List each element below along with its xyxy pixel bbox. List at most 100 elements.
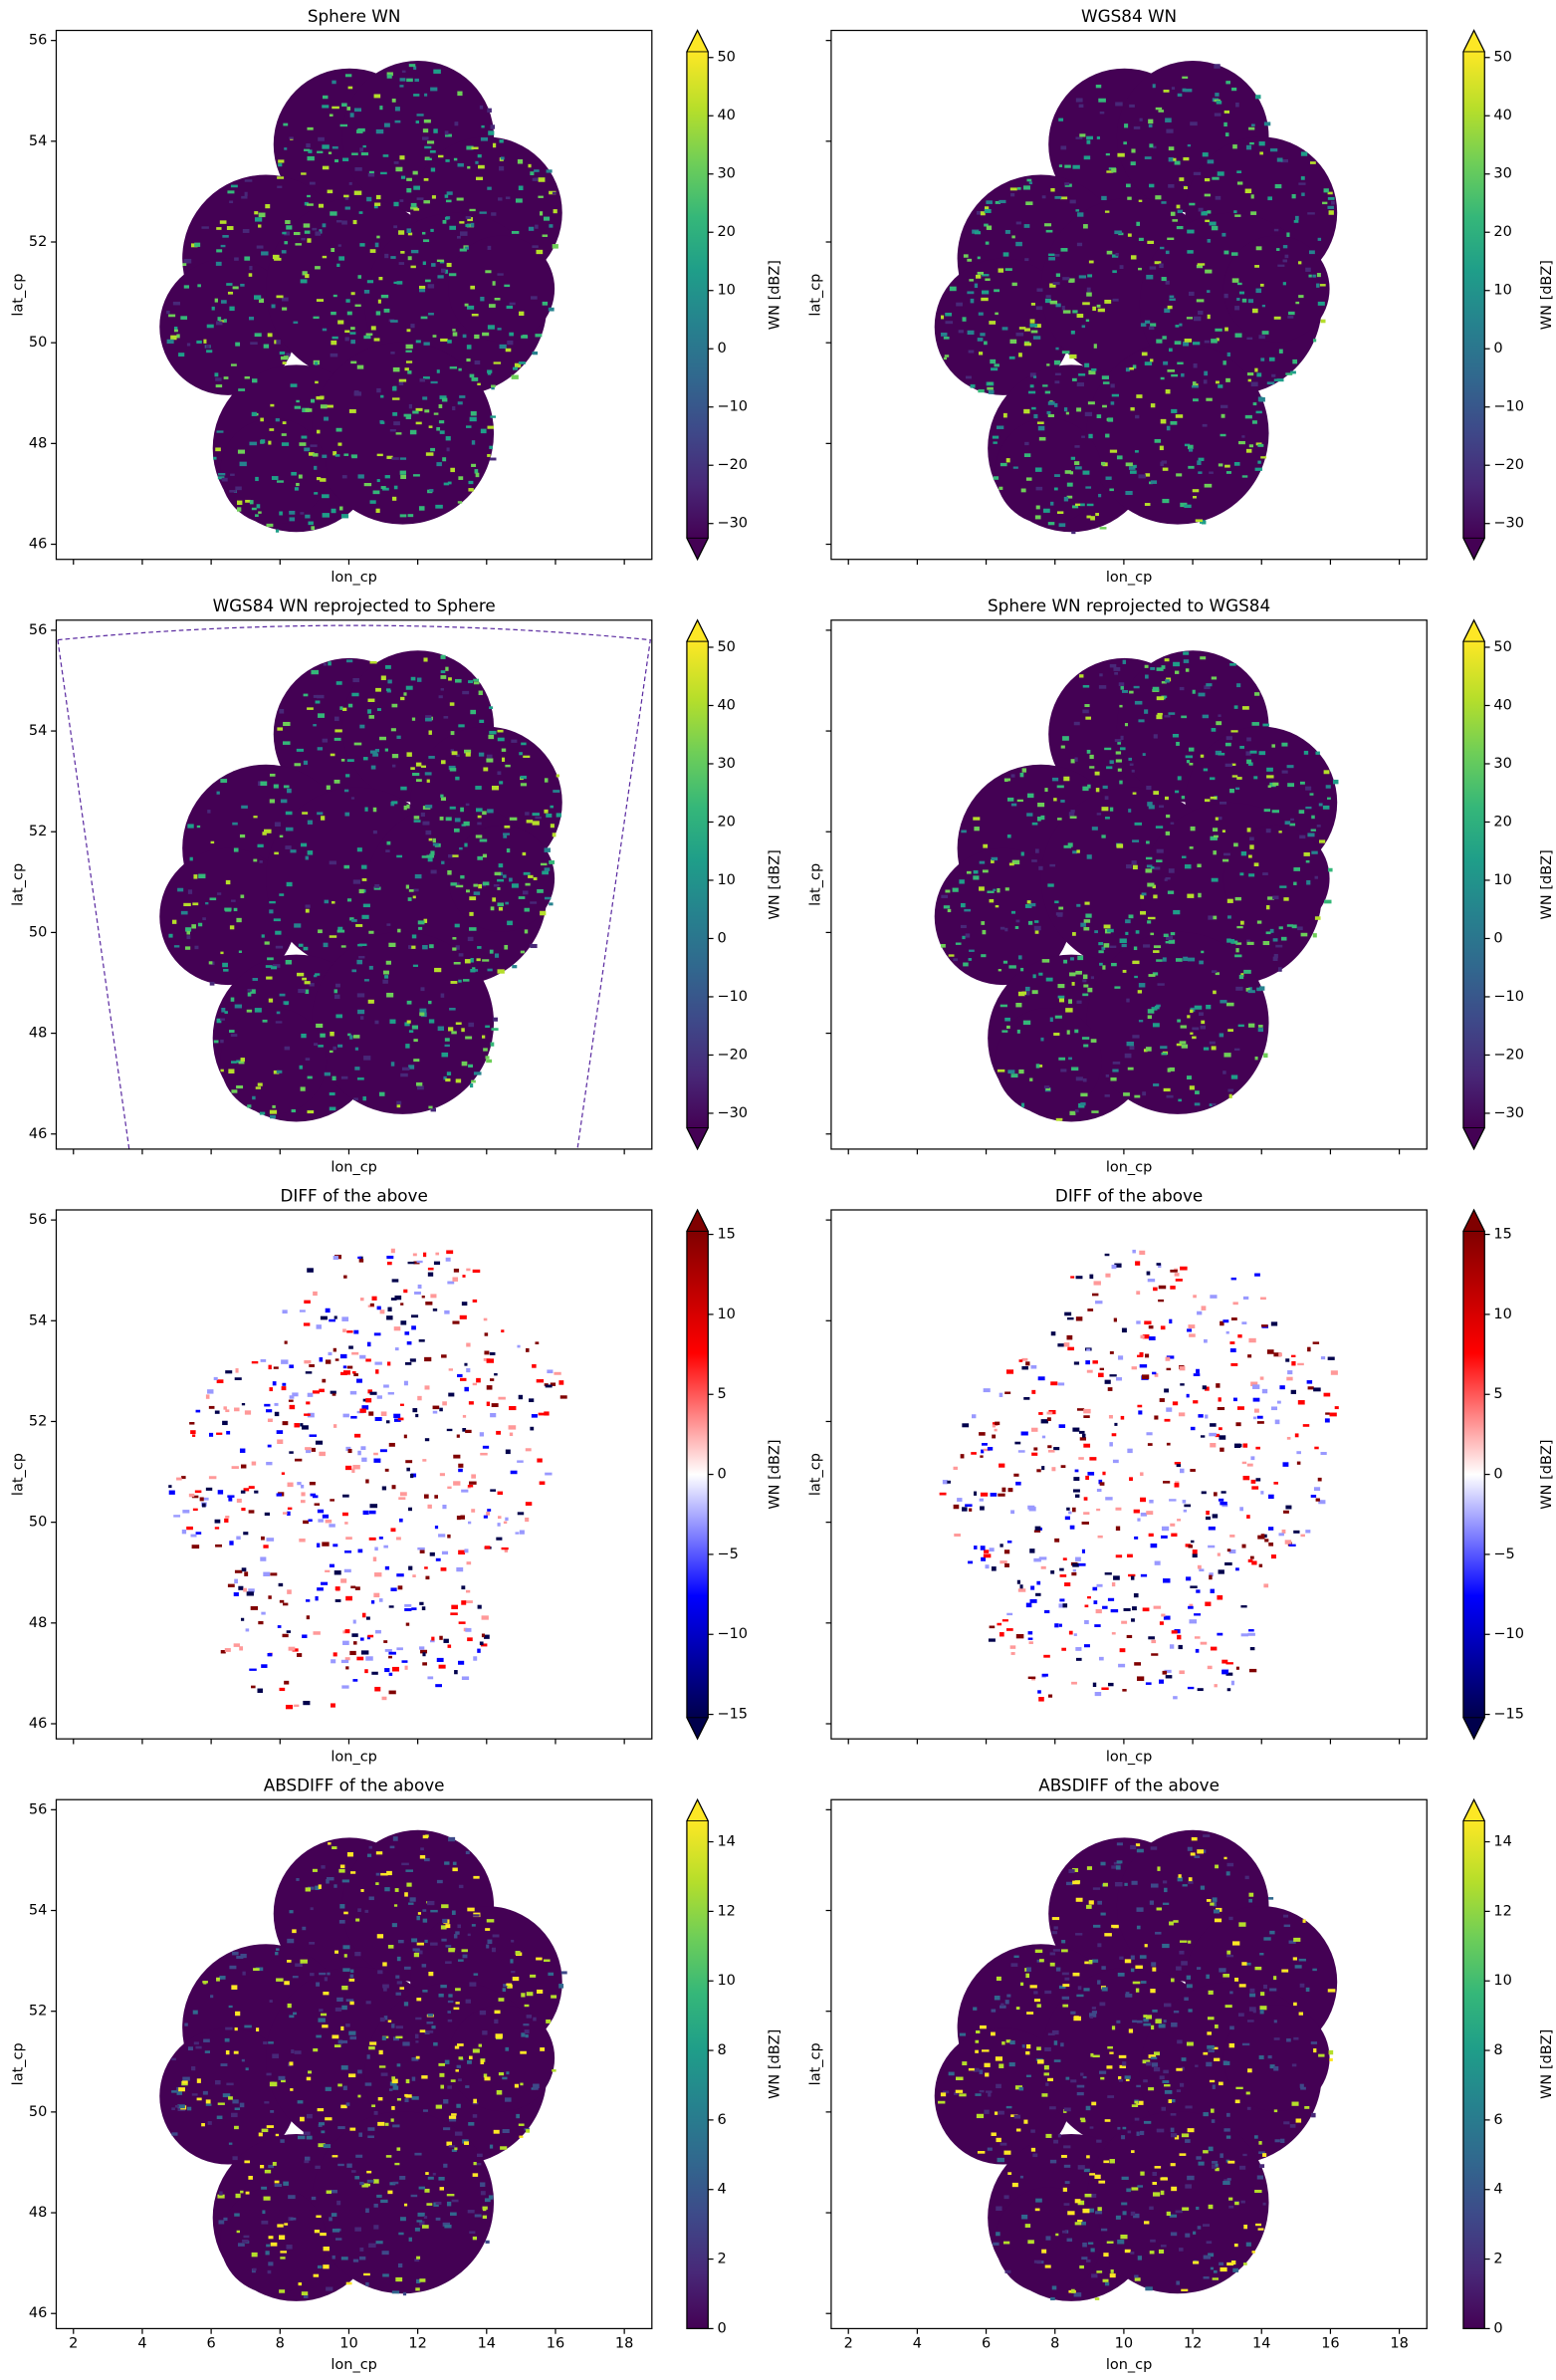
radar-speckle bbox=[1176, 741, 1180, 746]
radar-speckle bbox=[1285, 1505, 1292, 1510]
radar-speckle bbox=[348, 181, 352, 185]
radar-speckle bbox=[269, 428, 275, 431]
radar-speckle bbox=[487, 1939, 493, 1945]
radar-speckle bbox=[458, 724, 465, 728]
radar-speckle bbox=[1005, 1369, 1014, 1374]
radar-speckle bbox=[1099, 2070, 1107, 2074]
radar-speckle bbox=[435, 504, 443, 509]
radar-speckle bbox=[507, 920, 513, 926]
radar-speckle bbox=[1146, 1432, 1153, 1436]
radar-speckle bbox=[239, 2102, 245, 2108]
radar-speckle bbox=[1181, 2066, 1185, 2071]
radar-speckle bbox=[392, 2124, 400, 2128]
radar-speckle bbox=[410, 676, 416, 681]
radar-speckle bbox=[318, 2123, 323, 2127]
radar-speckle bbox=[1317, 237, 1322, 241]
radar-speckle bbox=[274, 822, 281, 828]
radar-speckle bbox=[985, 241, 990, 245]
radar-speckle bbox=[1172, 733, 1179, 738]
radar-speckle bbox=[1162, 498, 1170, 504]
radar-speckle bbox=[224, 2037, 230, 2042]
radar-speckle bbox=[1157, 712, 1163, 716]
radar-speckle bbox=[330, 1499, 334, 1502]
radar-speckle bbox=[1031, 859, 1037, 862]
radar-speckle bbox=[233, 907, 238, 912]
radar-speckle bbox=[352, 219, 357, 225]
radar-speckle bbox=[444, 1861, 450, 1865]
radar-speckle bbox=[427, 1900, 435, 1906]
radar-speckle bbox=[1029, 324, 1037, 328]
radar-speckle bbox=[496, 1430, 501, 1435]
radar-speckle bbox=[319, 1357, 324, 1362]
radar-speckle bbox=[945, 889, 951, 893]
radar-speckle bbox=[1070, 2011, 1076, 2015]
radar-speckle bbox=[441, 397, 448, 402]
radar-speckle bbox=[324, 1977, 329, 1982]
radar-speckle bbox=[497, 737, 505, 742]
radar-speckle bbox=[332, 2155, 338, 2158]
radar-speckle bbox=[308, 2070, 313, 2074]
radar-speckle bbox=[305, 514, 311, 519]
radar-speckle bbox=[390, 1248, 395, 1254]
radar-speckle bbox=[429, 149, 436, 153]
radar-speckle bbox=[1086, 1866, 1093, 1870]
radar-speckle bbox=[420, 316, 428, 320]
radar-speckle bbox=[240, 894, 245, 898]
radar-speckle bbox=[1148, 481, 1153, 485]
radar-speckle bbox=[1202, 2224, 1211, 2227]
radar-speckle bbox=[524, 2029, 530, 2034]
radar-speckle bbox=[1017, 991, 1025, 997]
radar-speckle bbox=[384, 1668, 390, 1673]
radar-speckle bbox=[398, 1497, 406, 1500]
radar-speckle bbox=[465, 1036, 473, 1040]
radar-speckle bbox=[231, 1466, 239, 1470]
radar-speckle bbox=[1104, 1094, 1110, 1097]
radar-speckle bbox=[1249, 141, 1254, 145]
radar-speckle bbox=[1226, 2261, 1234, 2266]
radar-speckle bbox=[307, 2113, 313, 2119]
radar-speckle bbox=[1135, 414, 1140, 419]
radar-speckle bbox=[1179, 1365, 1186, 1371]
radar-speckle bbox=[1176, 2067, 1183, 2071]
radar-speckle bbox=[304, 148, 311, 151]
radar-speckle bbox=[405, 1361, 412, 1365]
radar-speckle bbox=[989, 898, 995, 903]
radar-speckle bbox=[1225, 1672, 1233, 1676]
radar-speckle bbox=[300, 1959, 308, 1964]
radar-speckle bbox=[357, 1009, 365, 1015]
radar-speckle bbox=[559, 1395, 567, 1399]
radar-speckle bbox=[432, 2172, 436, 2176]
radar-speckle bbox=[1323, 188, 1329, 193]
radar-speckle bbox=[316, 2034, 322, 2038]
radar-speckle bbox=[308, 521, 314, 526]
radar-speckle bbox=[509, 817, 518, 821]
radar-speckle bbox=[316, 694, 325, 699]
radar-speckle bbox=[443, 1075, 447, 1080]
radar-speckle bbox=[1035, 505, 1040, 510]
radar-speckle bbox=[1177, 1519, 1182, 1522]
radar-speckle bbox=[1143, 2120, 1152, 2124]
radar-speckle bbox=[1017, 1450, 1025, 1453]
radar-speckle bbox=[1223, 2060, 1230, 2065]
radar-speckle bbox=[491, 1028, 499, 1031]
radar-speckle bbox=[440, 670, 446, 674]
radar-speckle bbox=[399, 457, 407, 460]
radar-speckle bbox=[412, 1574, 416, 1578]
radar-speckle bbox=[1133, 2213, 1140, 2219]
radar-speckle bbox=[445, 1961, 452, 1965]
radar-speckle bbox=[284, 1680, 290, 1685]
radar-speckle bbox=[533, 2083, 540, 2089]
radar-speckle bbox=[1067, 2211, 1075, 2216]
radar-speckle bbox=[940, 315, 945, 320]
radar-speckle bbox=[361, 914, 369, 919]
radar-speckle bbox=[220, 300, 227, 304]
radar-speckle bbox=[1024, 441, 1029, 446]
radar-speckle bbox=[1121, 2202, 1128, 2206]
radar-speckle bbox=[432, 1410, 438, 1414]
radar-speckle bbox=[1300, 932, 1308, 937]
radar-speckle bbox=[393, 1418, 401, 1422]
radar-speckle bbox=[1054, 1015, 1062, 1019]
radar-speckle bbox=[1113, 666, 1121, 671]
radar-speckle bbox=[408, 945, 412, 949]
radar-speckle bbox=[1134, 450, 1139, 453]
